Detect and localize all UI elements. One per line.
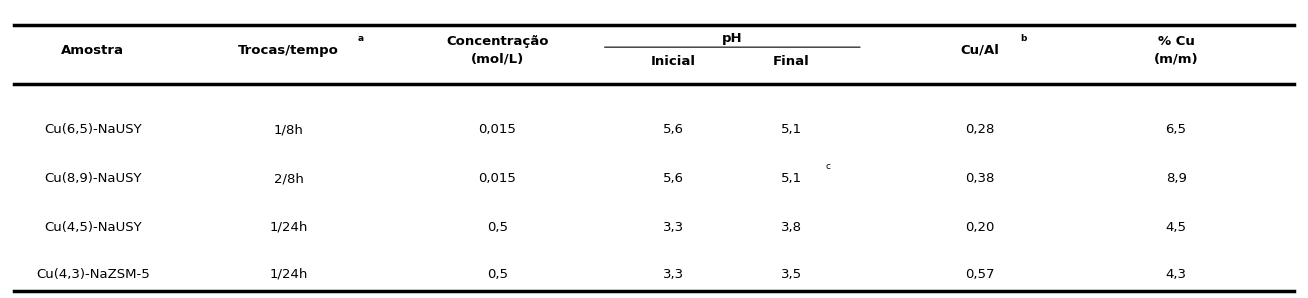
Text: 0,57: 0,57: [965, 268, 995, 281]
Text: 5,6: 5,6: [663, 172, 684, 185]
Text: 1/24h: 1/24h: [269, 221, 307, 234]
Text: 0,20: 0,20: [965, 221, 995, 234]
Text: 5,1: 5,1: [781, 123, 802, 136]
Text: c: c: [825, 162, 831, 171]
Text: 2/8h: 2/8h: [273, 172, 303, 185]
Text: a: a: [357, 34, 364, 43]
Text: 4,5: 4,5: [1165, 221, 1186, 234]
Text: Cu(8,9)-NaUSY: Cu(8,9)-NaUSY: [44, 172, 141, 185]
Text: Amostra: Amostra: [61, 44, 124, 57]
Text: Cu(4,3)-NaZSM-5: Cu(4,3)-NaZSM-5: [35, 268, 149, 281]
Text: % Cu
(m/m): % Cu (m/m): [1154, 35, 1198, 65]
Text: 8,9: 8,9: [1165, 172, 1186, 185]
Text: Cu/Al: Cu/Al: [961, 44, 999, 57]
Text: 0,28: 0,28: [965, 123, 995, 136]
Text: 0,015: 0,015: [479, 172, 517, 185]
Text: Trocas/tempo: Trocas/tempo: [238, 44, 339, 57]
Text: 5,6: 5,6: [663, 123, 684, 136]
Text: 5,1: 5,1: [781, 172, 802, 185]
Text: Concentração
(mol/L): Concentração (mol/L): [446, 35, 548, 65]
Text: 0,5: 0,5: [487, 221, 508, 234]
Text: Cu(6,5)-NaUSY: Cu(6,5)-NaUSY: [44, 123, 141, 136]
Text: 3,3: 3,3: [663, 268, 684, 281]
Text: 4,3: 4,3: [1165, 268, 1186, 281]
Text: pH: pH: [722, 32, 743, 45]
Text: 0,5: 0,5: [487, 268, 508, 281]
Text: Cu(4,5)-NaUSY: Cu(4,5)-NaUSY: [44, 221, 141, 234]
Text: 3,3: 3,3: [663, 221, 684, 234]
Text: 0,38: 0,38: [965, 172, 995, 185]
Text: 1/8h: 1/8h: [273, 123, 303, 136]
Text: 3,5: 3,5: [781, 268, 802, 281]
Text: b: b: [1020, 34, 1027, 43]
Text: 0,015: 0,015: [479, 123, 517, 136]
Text: Inicial: Inicial: [651, 55, 696, 69]
Text: Final: Final: [773, 55, 810, 69]
Text: 6,5: 6,5: [1165, 123, 1186, 136]
Text: 3,8: 3,8: [781, 221, 802, 234]
Text: 1/24h: 1/24h: [269, 268, 307, 281]
